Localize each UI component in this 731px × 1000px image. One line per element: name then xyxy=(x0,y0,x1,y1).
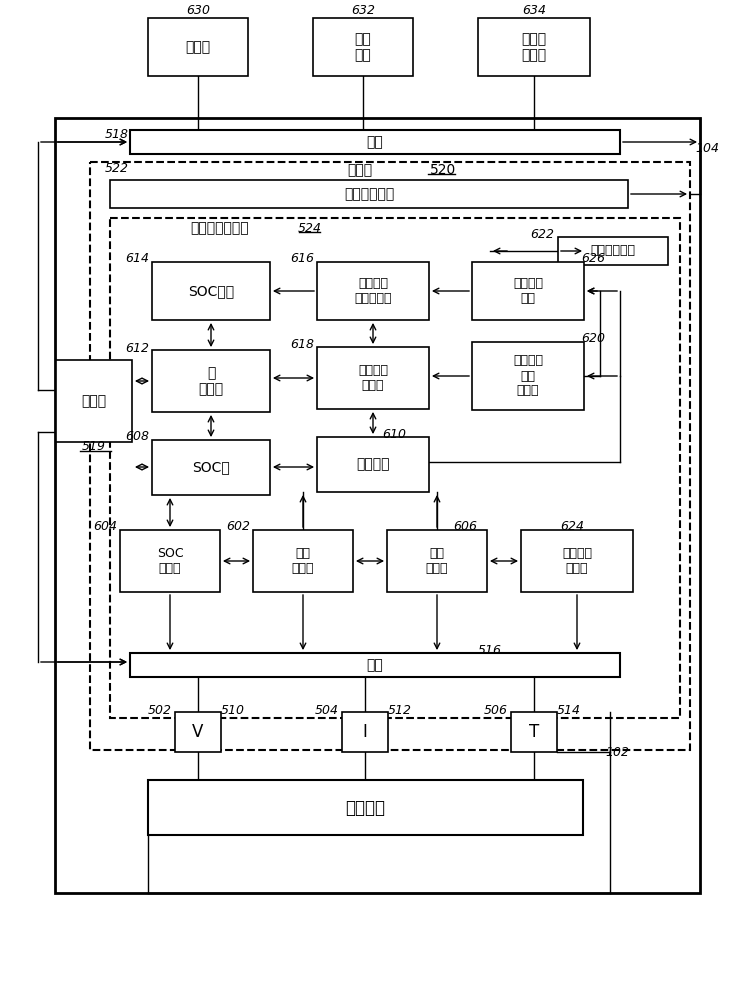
Text: 电池单元
容量: 电池单元 容量 xyxy=(513,277,543,305)
Text: SOC差值: SOC差值 xyxy=(188,284,234,298)
Text: 电池单元
容量
误差值: 电池单元 容量 误差值 xyxy=(513,355,543,397)
Bar xyxy=(90,162,690,750)
Text: 容量误差
估算器: 容量误差 估算器 xyxy=(358,364,388,392)
Text: 626: 626 xyxy=(581,252,605,265)
Text: 624: 624 xyxy=(560,520,584,534)
Text: 634: 634 xyxy=(522,3,546,16)
Bar xyxy=(175,712,221,752)
Text: 524: 524 xyxy=(298,222,322,234)
Text: V: V xyxy=(192,723,204,741)
Bar xyxy=(558,237,668,265)
Text: 接口: 接口 xyxy=(367,658,383,672)
Text: 510: 510 xyxy=(221,704,245,716)
Text: 静置
计时器: 静置 计时器 xyxy=(292,547,314,575)
Bar xyxy=(313,18,413,76)
Text: SOC
发生器: SOC 发生器 xyxy=(156,547,183,575)
Bar xyxy=(152,350,270,412)
Text: 516: 516 xyxy=(478,644,502,656)
Bar xyxy=(148,18,248,76)
Text: 显示器: 显示器 xyxy=(186,40,211,54)
Bar xyxy=(130,130,620,154)
Text: 618: 618 xyxy=(290,338,314,351)
Bar xyxy=(317,437,429,492)
Text: 102: 102 xyxy=(605,746,629,758)
Bar xyxy=(511,712,557,752)
Bar xyxy=(342,712,388,752)
Bar xyxy=(253,530,353,592)
Bar xyxy=(56,360,132,442)
Bar xyxy=(317,262,429,320)
Text: 506: 506 xyxy=(484,704,508,716)
Text: 622: 622 xyxy=(530,228,554,240)
Bar xyxy=(521,530,633,592)
Text: 电池单元
平衡器: 电池单元 平衡器 xyxy=(562,547,592,575)
Text: 616: 616 xyxy=(290,252,314,265)
Text: 电荷计数: 电荷计数 xyxy=(356,458,390,472)
Text: 620: 620 xyxy=(581,332,605,346)
Bar xyxy=(148,780,583,835)
Bar xyxy=(472,342,584,410)
Text: 电池单元
容量计算器: 电池单元 容量计算器 xyxy=(355,277,392,305)
Bar xyxy=(55,118,700,893)
Text: 632: 632 xyxy=(351,3,375,16)
Bar xyxy=(110,218,680,718)
Text: 610: 610 xyxy=(382,428,406,440)
Text: T: T xyxy=(529,723,539,741)
Bar xyxy=(387,530,487,592)
Bar xyxy=(152,440,270,495)
Text: 其他电
子系统: 其他电 子系统 xyxy=(521,32,547,62)
Text: 602: 602 xyxy=(226,520,250,534)
Text: 502: 502 xyxy=(148,704,172,716)
Text: 604: 604 xyxy=(93,520,117,534)
Text: 参数存储装置: 参数存储装置 xyxy=(591,244,635,257)
Bar xyxy=(120,530,220,592)
Bar xyxy=(317,347,429,409)
Text: SOC值: SOC值 xyxy=(192,460,230,475)
Text: 电荷
计数器: 电荷 计数器 xyxy=(425,547,448,575)
Bar xyxy=(110,180,628,208)
Text: I: I xyxy=(363,723,368,741)
Text: 车辆控制模块: 车辆控制模块 xyxy=(344,187,394,201)
Text: 614: 614 xyxy=(125,252,149,265)
Text: 512: 512 xyxy=(388,704,412,716)
Text: 520: 520 xyxy=(430,163,456,177)
Text: 630: 630 xyxy=(186,3,210,16)
Text: 接口: 接口 xyxy=(367,135,383,149)
Text: 蓄电池控制模块: 蓄电池控制模块 xyxy=(190,221,249,235)
Text: 104: 104 xyxy=(695,141,719,154)
Text: 518: 518 xyxy=(105,128,129,141)
Bar xyxy=(478,18,590,76)
Text: 接口
装置: 接口 装置 xyxy=(355,32,371,62)
Text: 514: 514 xyxy=(557,704,581,716)
Text: 蓄电池组: 蓄电池组 xyxy=(346,798,385,816)
Text: 504: 504 xyxy=(315,704,339,716)
Text: 608: 608 xyxy=(125,430,149,444)
Bar xyxy=(472,262,584,320)
Text: 519: 519 xyxy=(82,440,106,454)
Text: 522: 522 xyxy=(105,161,129,174)
Text: 存储器: 存储器 xyxy=(347,163,373,177)
Text: 差
估算器: 差 估算器 xyxy=(198,366,224,396)
Text: 606: 606 xyxy=(453,520,477,534)
Text: 处理器: 处理器 xyxy=(81,394,107,408)
Bar xyxy=(152,262,270,320)
Text: 612: 612 xyxy=(125,342,149,355)
Bar xyxy=(130,653,620,677)
